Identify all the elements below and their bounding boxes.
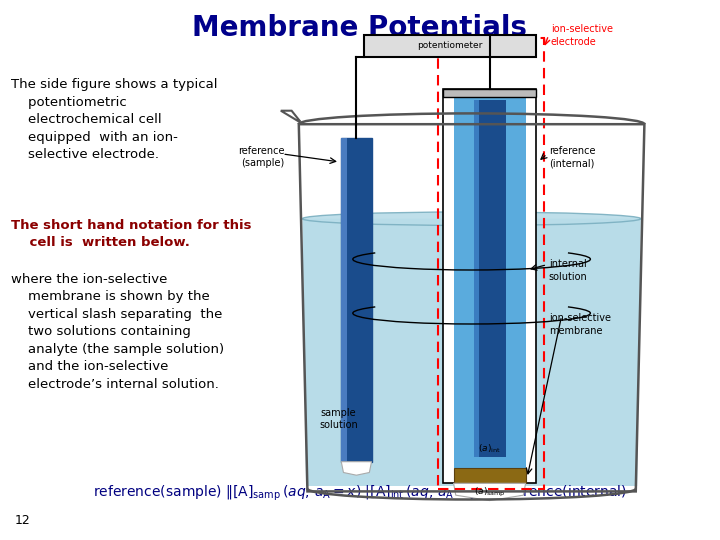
Text: $(a)_{\rm int}$: $(a)_{\rm int}$ <box>478 442 501 455</box>
Bar <box>364 35 536 57</box>
Text: $(a)_{\rm samp}$: $(a)_{\rm samp}$ <box>474 486 505 499</box>
Polygon shape <box>341 462 372 475</box>
Text: reference
(internal): reference (internal) <box>549 146 595 168</box>
Bar <box>454 468 526 483</box>
Bar <box>443 89 536 483</box>
Bar <box>474 100 479 457</box>
Text: Membrane Potentials: Membrane Potentials <box>192 14 528 42</box>
Bar <box>443 89 536 97</box>
Ellipse shape <box>302 212 641 226</box>
Text: The side figure shows a typical
    potentiometric
    electrochemical cell
    : The side figure shows a typical potentio… <box>11 78 217 161</box>
Text: potentiometer: potentiometer <box>418 42 482 50</box>
Polygon shape <box>454 483 526 501</box>
Text: internal
solution: internal solution <box>549 259 588 281</box>
Text: reference
(sample): reference (sample) <box>238 146 284 168</box>
Text: 12: 12 <box>14 514 30 526</box>
Bar <box>474 100 506 457</box>
Text: ion-selective
membrane: ion-selective membrane <box>549 313 611 335</box>
Text: The short hand notation for this
    cell is  written below.: The short hand notation for this cell is… <box>11 219 251 249</box>
Text: where the ion-selective
    membrane is shown by the
    vertical slash separati: where the ion-selective membrane is show… <box>11 273 224 391</box>
Text: $\mathrm{reference(sample)}$ $\|$$[\mathrm{A}]_\mathrm{samp}$$\,(aq,\,a_\mathrm{: $\mathrm{reference(sample)}$ $\|$$[\math… <box>93 483 627 503</box>
Text: ion-selective
electrode: ion-selective electrode <box>551 24 613 46</box>
Polygon shape <box>302 219 641 486</box>
Bar <box>341 138 372 462</box>
Bar <box>454 89 526 468</box>
Text: sample
solution: sample solution <box>319 408 358 430</box>
Bar <box>341 138 347 462</box>
